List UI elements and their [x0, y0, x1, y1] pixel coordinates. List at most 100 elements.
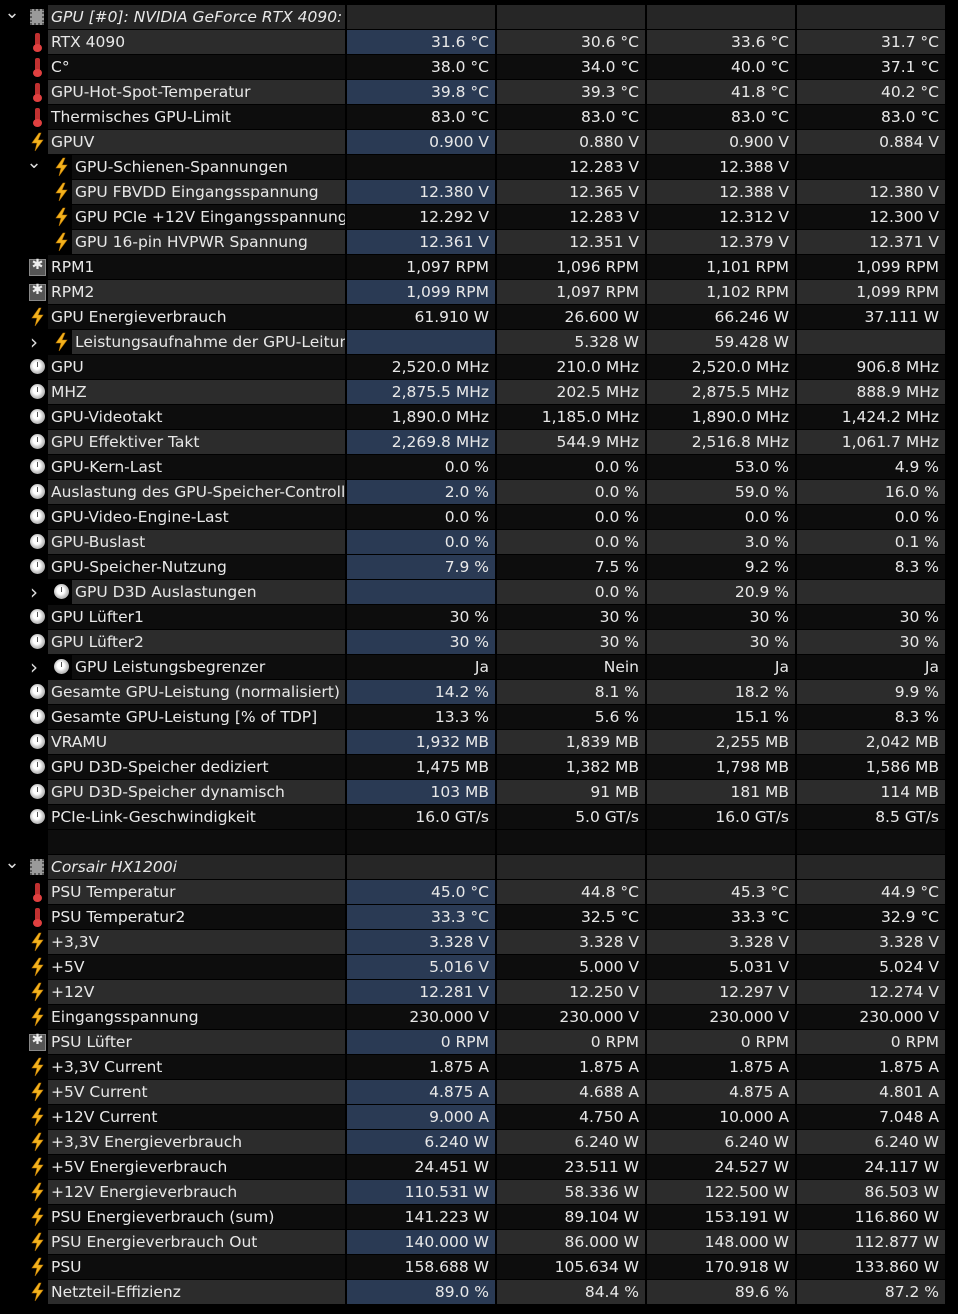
sensor-row[interactable]: Gesamte GPU-Leistung [% of TDP] 13.3 % 5.6…	[0, 705, 958, 730]
current-value: 2,875.5 MHz	[347, 380, 495, 404]
sensor-row[interactable]: GPU-Video-Engine-Last 0.0 % 0.0 % 0.0 % 0.0 …	[0, 505, 958, 530]
max-value	[647, 855, 795, 879]
sensor-row[interactable]: › GPU Leistungsbegrenzer Ja Nein Ja Ja	[0, 655, 958, 680]
sensor-name: GPU Effektiver Takt	[48, 430, 345, 454]
lightning-bolt-icon	[28, 1107, 48, 1127]
lightning-bolt-icon	[28, 1207, 48, 1227]
sensor-row[interactable]: Gesamte GPU-Leistung (normalisiert) [… 14…	[0, 680, 958, 705]
chevron-right-icon[interactable]: ›	[30, 330, 38, 354]
sensor-row[interactable]: GPU-Hot-Spot-Temperatur 39.8 °C 39.3 °C 41.…	[0, 80, 958, 105]
sensor-row[interactable]: PCIe-Link-Geschwindigkeit 16.0 GT/s 5.0 GT…	[0, 805, 958, 830]
sensor-row[interactable]: GPU-Kern-Last 0.0 % 0.0 % 53.0 % 4.9 %	[0, 455, 958, 480]
current-value	[347, 155, 495, 179]
sensor-row[interactable]: RTX 4090 31.6 °C 30.6 °C 33.6 °C 31.7 °C	[0, 30, 958, 55]
sensor-row[interactable]: GPUV 0.900 V 0.880 V 0.900 V 0.884 V	[0, 130, 958, 155]
lightning-bolt-icon	[28, 957, 48, 977]
sensor-row[interactable]: Netzteil-Effizienz 89.0 % 84.4 % 89.6 % 87.2…	[0, 1280, 958, 1305]
sensor-name: +5V Energieverbrauch	[48, 1155, 345, 1179]
sensor-row[interactable]: GPU D3D-Speicher dynamisch 103 MB 91 MB 181…	[0, 780, 958, 805]
avg-value: 888.9 MHz	[797, 380, 945, 404]
chevron-down-icon[interactable]: ⌄	[4, 2, 20, 23]
sensor-row[interactable]: GPU-Videotakt 1,890.0 MHz 1,185.0 MHz 1,890…	[0, 405, 958, 430]
chevron-right-icon[interactable]: ›	[30, 655, 38, 679]
sensor-row[interactable]: PSU Energieverbrauch (sum) 141.223 W 89.10…	[0, 1205, 958, 1230]
chip-icon	[28, 857, 48, 877]
sensor-name: +5V Current	[48, 1080, 345, 1104]
sensor-row[interactable]: › Leistungsaufnahme der GPU-Leitun… 5.328 …	[0, 330, 958, 355]
sensor-row[interactable]: VRAMU 1,932 MB 1,839 MB 2,255 MB 2,042 MB	[0, 730, 958, 755]
current-value: 1,099 RPM	[347, 280, 495, 304]
avg-value: 16.0 %	[797, 480, 945, 504]
sensor-row[interactable]: +5V 5.016 V 5.000 V 5.031 V 5.024 V	[0, 955, 958, 980]
chevron-down-icon[interactable]: ⌄	[4, 852, 20, 873]
max-value: 89.6 %	[647, 1280, 795, 1304]
gauge-icon	[28, 732, 48, 752]
chevron-right-icon[interactable]: ›	[30, 580, 38, 604]
min-value: 4.750 A	[497, 1105, 645, 1129]
sensor-row[interactable]: GPU Effektiver Takt 2,269.8 MHz 544.9 MHz 2…	[0, 430, 958, 455]
max-value: 12.379 V	[647, 230, 795, 254]
sensor-row[interactable]: GPU PCIe +12V Eingangsspannung 12.292 V 12…	[0, 205, 958, 230]
sensor-group-header[interactable]: ⌄ GPU [#0]: NVIDIA GeForce RTX 4090:	[0, 2, 958, 30]
sensor-row[interactable]: GPU D3D-Speicher dediziert 1,475 MB 1,382 …	[0, 755, 958, 780]
sensor-row[interactable]: Auslastung des GPU-Speicher-Controll… 2.0…	[0, 480, 958, 505]
lightning-bolt-icon	[52, 182, 72, 202]
sensor-row[interactable]: MHZ 2,875.5 MHz 202.5 MHz 2,875.5 MHz 888.9 …	[0, 380, 958, 405]
avg-value: 230.000 V	[797, 1005, 945, 1029]
sensor-row[interactable]: PSU Temperatur2 33.3 °C 32.5 °C 33.3 °C 32.9…	[0, 905, 958, 930]
sensor-row[interactable]: GPU 16-pin HVPWR Spannung 12.361 V 12.351 …	[0, 230, 958, 255]
sensor-row[interactable]: PSU 158.688 W 105.634 W 170.918 W 133.860 W	[0, 1255, 958, 1280]
sensor-row[interactable]: PSU Temperatur 45.0 °C 44.8 °C 45.3 °C 44.9 …	[0, 880, 958, 905]
sensor-row[interactable]: ⌄ GPU-Schienen-Spannungen 12.283 V 12.388 V	[0, 152, 958, 180]
max-value: 59.0 %	[647, 480, 795, 504]
max-value: 5.031 V	[647, 955, 795, 979]
sensor-name: +3,3V Energieverbrauch	[48, 1130, 345, 1154]
thermometer-icon	[28, 32, 48, 52]
current-value: 1,932 MB	[347, 730, 495, 754]
min-value: 89.104 W	[497, 1205, 645, 1229]
current-value: 140.000 W	[347, 1230, 495, 1254]
sensor-row[interactable]: GPU Lüfter2 30 % 30 % 30 % 30 %	[0, 630, 958, 655]
sensor-row[interactable]: › GPU D3D Auslastungen 0.0 % 20.9 %	[0, 580, 958, 605]
sensor-group-header[interactable]: ⌄ Corsair HX1200i	[0, 852, 958, 880]
sensor-row[interactable]: Eingangsspannung 230.000 V 230.000 V 230.00…	[0, 1005, 958, 1030]
current-value: 2,520.0 MHz	[347, 355, 495, 379]
sensor-row[interactable]: +3,3V Energieverbrauch 6.240 W 6.240 W 6.24…	[0, 1130, 958, 1155]
sensor-row[interactable]: C° 38.0 °C 34.0 °C 40.0 °C 37.1 °C	[0, 55, 958, 80]
current-value: 45.0 °C	[347, 880, 495, 904]
min-value: 1.875 A	[497, 1055, 645, 1079]
min-value: 12.351 V	[497, 230, 645, 254]
sensor-row[interactable]: +12V Current 9.000 A 4.750 A 10.000 A 7.048 …	[0, 1105, 958, 1130]
sensor-row[interactable]: GPU Energieverbrauch 61.910 W 26.600 W 66.2…	[0, 305, 958, 330]
sensor-row[interactable]: +5V Energieverbrauch 24.451 W 23.511 W 24.5…	[0, 1155, 958, 1180]
avg-value: 9.9 %	[797, 680, 945, 704]
max-value: 18.2 %	[647, 680, 795, 704]
sensor-row[interactable]: +5V Current 4.875 A 4.688 A 4.875 A 4.801 A	[0, 1080, 958, 1105]
sensor-row[interactable]: Thermisches GPU-Limit 83.0 °C 83.0 °C 83.0 …	[0, 105, 958, 130]
min-value: 105.634 W	[497, 1255, 645, 1279]
sensor-row[interactable]: GPU Lüfter1 30 % 30 % 30 % 30 %	[0, 605, 958, 630]
sensor-name: RPM1	[48, 255, 345, 279]
sensor-row[interactable]: PSU Energieverbrauch Out 140.000 W 86.000 …	[0, 1230, 958, 1255]
max-value: 12.312 V	[647, 205, 795, 229]
current-value: 12.380 V	[347, 180, 495, 204]
sensor-row[interactable]: +3,3V Current 1.875 A 1.875 A 1.875 A 1.875 …	[0, 1055, 958, 1080]
sensor-row[interactable]: +12V Energieverbrauch 110.531 W 58.336 W 12…	[0, 1180, 958, 1205]
gauge-icon	[28, 682, 48, 702]
sensor-row[interactable]: GPU-Buslast 0.0 % 0.0 % 3.0 % 0.1 %	[0, 530, 958, 555]
sensor-row[interactable]: GPU-Speicher-Nutzung 7.9 % 7.5 % 9.2 % 8.3 %	[0, 555, 958, 580]
chevron-down-icon[interactable]: ⌄	[26, 152, 42, 173]
current-value: 1.875 A	[347, 1055, 495, 1079]
sensor-row[interactable]: +12V 12.281 V 12.250 V 12.297 V 12.274 V	[0, 980, 958, 1005]
current-value: 12.281 V	[347, 980, 495, 1004]
current-value: 230.000 V	[347, 1005, 495, 1029]
sensor-row[interactable]: GPU 2,520.0 MHz 210.0 MHz 2,520.0 MHz 906.8 …	[0, 355, 958, 380]
sensor-row[interactable]: GPU FBVDD Eingangsspannung 12.380 V 12.365…	[0, 180, 958, 205]
lightning-bolt-icon	[28, 1182, 48, 1202]
min-value: 44.8 °C	[497, 880, 645, 904]
sensor-row[interactable]: +3,3V 3.328 V 3.328 V 3.328 V 3.328 V	[0, 930, 958, 955]
sensor-name: RTX 4090	[48, 30, 345, 54]
